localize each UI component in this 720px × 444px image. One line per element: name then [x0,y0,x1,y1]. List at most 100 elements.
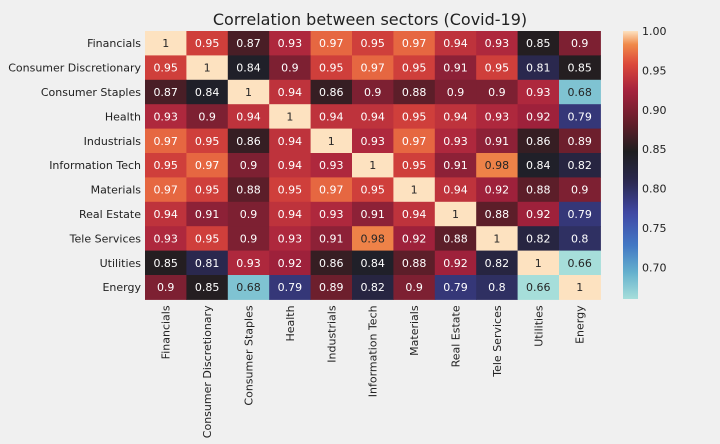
cell-value-label: 0.98 [485,159,510,172]
cell-value-label: 0.88 [443,232,468,245]
cell-value-label: 0.94 [278,208,303,221]
heatmap-cell [227,128,270,154]
heatmap-cell [310,275,353,300]
column-tick-label: Real Estate [450,305,463,367]
cell-value-label: 0.95 [195,135,220,148]
heatmap-cell [227,55,270,81]
cell-value-label: 0.9 [405,281,423,294]
cell-value-label: 0.91 [360,208,385,221]
heatmap-cell [145,226,187,252]
cell-value-label: 1 [535,257,542,270]
cell-value-label: 0.89 [319,281,344,294]
chart-title: Correlation between sectors (Covid-19) [213,10,527,29]
cell-value-label: 0.97 [195,159,220,172]
row-tick-label: Consumer Discretionary [8,62,141,75]
cell-value-label: 0.9 [157,281,175,294]
cell-value-label: 0.9 [447,86,465,99]
heatmap-cell [269,201,312,227]
heatmap-cell [227,31,270,56]
heatmap-cell [352,226,394,252]
heatmap-cells: 1 0.95 0.87 0.93 0.97 0.95 0.97 0.94 0.93 0.85 0.9… [145,31,601,300]
cell-value-label: 0.93 [526,86,551,99]
heatmap-cell [269,128,312,154]
heatmap-cell [269,79,312,105]
column-tick-label: Utilities [532,305,545,347]
cell-value-label: 0.95 [195,184,220,197]
cell-value-label: 0.91 [319,232,344,245]
heatmap-cell [269,275,312,300]
heatmap-cell [559,79,601,105]
cell-value-label: 0.93 [236,257,261,270]
column-tick-label: Consumer Staples [243,305,256,405]
heatmap-cell [559,226,601,252]
cell-value-label: 0.95 [319,62,344,75]
column-tick-label: Financials [160,305,173,359]
cell-value-label: 0.8 [488,281,506,294]
heatmap-cell [145,250,187,276]
heatmap-cell [393,31,436,56]
heatmap-cell [476,128,519,154]
colorbar-tick-label: 0.80 [642,183,667,196]
row-tick-label: Materials [91,184,142,197]
cell-value-label: 0.82 [360,281,385,294]
heatmap-cell [476,201,519,227]
cell-value-label: 0.66 [526,281,551,294]
heatmap-cell [310,201,353,227]
cell-value-label: 0.82 [526,232,551,245]
column-tick-labels: Financials Consumer Discretionary Consumer… [160,305,587,438]
heatmap-cell [476,250,519,276]
cell-value-label: 0.8 [571,232,589,245]
cell-value-label: 0.91 [195,208,220,221]
heatmap-cell [186,104,229,130]
heatmap-cell [393,275,436,300]
cell-value-label: 0.97 [319,184,344,197]
heatmap-cell [352,31,394,56]
heatmap-cell [145,201,187,227]
heatmap-cell [227,250,270,276]
row-tick-label: Real Estate [79,208,141,221]
cell-value-label: 0.94 [278,159,303,172]
cell-value-label: 0.92 [526,208,551,221]
cell-value-label: 0.81 [526,62,551,75]
cell-value-label: 0.79 [567,110,592,123]
heatmap-cell [476,275,519,300]
heatmap-cell [269,55,312,81]
cell-value-label: 0.79 [443,281,468,294]
heatmap-cell [269,250,312,276]
heatmap-cell [559,128,601,154]
cell-value-label: 0.93 [485,110,510,123]
cell-value-label: 0.93 [360,135,385,148]
cell-value-label: 0.87 [236,37,261,50]
cell-value-label: 1 [204,62,211,75]
cell-value-label: 0.95 [153,159,178,172]
heatmap-cell [393,201,436,227]
column-tick-label: Health [284,305,297,341]
cell-value-label: 0.79 [567,208,592,221]
heatmap-cell [310,153,353,178]
heatmap-cell [186,201,229,227]
heatmap-cell [517,31,560,56]
cell-value-label: 0.94 [443,37,468,50]
cell-value-label: 0.94 [443,184,468,197]
heatmap-cell [310,79,353,105]
cell-value-label: 0.9 [571,37,589,50]
heatmap-cell [186,177,229,203]
cell-value-label: 1 [369,159,376,172]
cell-value-label: 0.95 [360,37,385,50]
heatmap-cell [434,31,477,56]
colorbar-tick-label: 0.95 [642,64,667,77]
heatmap-cell [517,275,560,300]
heatmap-cell [517,55,560,81]
cell-value-label: 0.92 [443,257,468,270]
heatmap-cell [186,153,229,178]
heatmap-cell [269,177,312,203]
cell-value-label: 1 [162,37,169,50]
cell-value-label: 0.93 [153,232,178,245]
heatmap-cell [517,153,560,178]
cell-value-label: 0.97 [153,184,178,197]
cell-value-label: 0.9 [240,208,258,221]
cell-value-label: 0.95 [360,184,385,197]
heatmap-cell [310,104,353,130]
heatmap-cell [145,79,187,105]
heatmap-cell [559,104,601,130]
